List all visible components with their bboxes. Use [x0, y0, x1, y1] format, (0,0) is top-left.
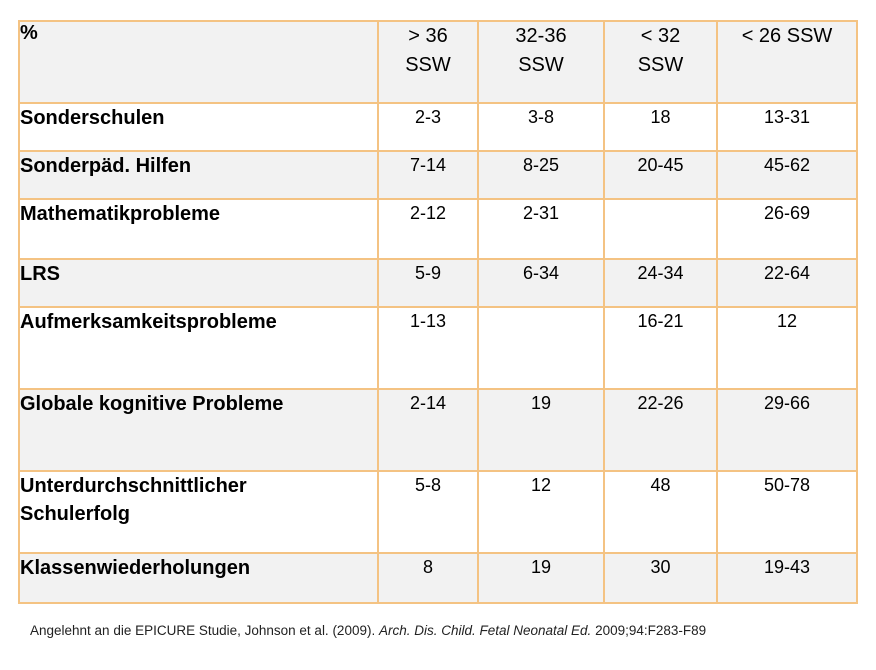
row-label-line1: LRS: [20, 263, 60, 285]
column-header: < 32 SSW: [603, 20, 718, 104]
row-label-line1: Aufmerksamkeitsprobleme: [20, 311, 277, 333]
table-cell: 29-66: [716, 388, 858, 472]
table-row: Sonderschulen 2-3 3-8 18 13-31: [18, 102, 858, 152]
table-row: LRS 5-9 6-34 24-34 22-64: [18, 258, 858, 308]
table-cell: 24-34: [603, 258, 718, 308]
table-cell: 16-21: [603, 306, 718, 390]
column-header: > 36 SSW: [377, 20, 479, 104]
row-label-line1: Klassenwiederholungen: [20, 557, 251, 579]
row-label: Aufmerksamkeitsprobleme: [18, 306, 379, 390]
table-cell: 5-8: [377, 470, 479, 554]
column-header: < 26 SSW: [716, 20, 858, 104]
table-cell: 22-26: [603, 388, 718, 472]
table-cell: 22-64: [716, 258, 858, 308]
table-cell: 6-34: [477, 258, 605, 308]
row-label-line1: Globale kognitive Probleme: [20, 393, 284, 415]
table-cell: 13-31: [716, 102, 858, 152]
table-cell: 3-8: [477, 102, 605, 152]
table-cell: 8-25: [477, 150, 605, 200]
table-row: Unterdurchschnittlicher Schulerfolg 5-8 1…: [18, 470, 858, 554]
table-cell: 2-31: [477, 198, 605, 260]
row-label-line1: Unterdurchschnittlicher: [20, 475, 247, 497]
row-label: LRS: [18, 258, 379, 308]
table-cell: 45-62: [716, 150, 858, 200]
table-cell: 26-69: [716, 198, 858, 260]
table-cell: 12: [716, 306, 858, 390]
table-row: Sonderpäd. Hilfen 7-14 8-25 20-45 45-62: [18, 150, 858, 200]
row-label: Sonderpäd. Hilfen: [18, 150, 379, 200]
citation-suffix: 2009;94:F283-F89: [591, 623, 707, 638]
citation-journal: Arch. Dis. Child. Fetal Neonatal Ed.: [378, 623, 592, 638]
column-header: 32-36 SSW: [477, 20, 605, 104]
table-cell: 12: [477, 470, 605, 554]
data-table: % > 36 SSW 32-36 SSW < 32 SSW < 26 SSW Sond…: [18, 20, 858, 604]
table-cell: 19-43: [716, 552, 858, 604]
row-label-line2: Schulerfolg: [20, 503, 131, 525]
table-cell: 2-14: [377, 388, 479, 472]
table-cell: 48: [603, 470, 718, 554]
column-header-line2: SSW: [518, 54, 564, 76]
column-header-line1: 32-36: [515, 25, 567, 47]
row-label: Unterdurchschnittlicher Schulerfolg: [18, 470, 379, 554]
row-label-line1: Mathematikprobleme: [20, 203, 221, 225]
table-cell: 50-78: [716, 470, 858, 554]
table-row: Klassenwiederholungen 8 19 30 19-43: [18, 552, 858, 604]
column-header-line1: > 36: [408, 25, 448, 47]
table-cell: 7-14: [377, 150, 479, 200]
table-cell: [603, 198, 718, 260]
table-cell: 5-9: [377, 258, 479, 308]
column-header-line2: SSW: [405, 54, 451, 76]
row-label-line1: Sonderpäd. Hilfen: [20, 155, 192, 177]
row-label: Klassenwiederholungen: [18, 552, 379, 604]
citation-prefix: Angelehnt an die EPICURE Studie, Johnson…: [30, 623, 379, 638]
table-row: Mathematikprobleme 2-12 2-31 26-69: [18, 198, 858, 260]
corner-label: %: [18, 20, 379, 104]
source-citation: Angelehnt an die EPICURE Studie, Johnson…: [30, 623, 706, 638]
column-header-line1: < 26 SSW: [741, 25, 833, 47]
row-label: Sonderschulen: [18, 102, 379, 152]
table-cell: 2-3: [377, 102, 479, 152]
table-row: Globale kognitive Probleme 2-14 19 22-26…: [18, 388, 858, 472]
row-label: Globale kognitive Probleme: [18, 388, 379, 472]
table-cell: [477, 306, 605, 390]
table-cell: 18: [603, 102, 718, 152]
table-cell: 19: [477, 388, 605, 472]
column-header-line1: < 32: [640, 25, 681, 47]
row-label: Mathematikprobleme: [18, 198, 379, 260]
table-cell: 30: [603, 552, 718, 604]
table-cell: 20-45: [603, 150, 718, 200]
table-cell: 19: [477, 552, 605, 604]
table-cell: 8: [377, 552, 479, 604]
column-header-line2: SSW: [637, 54, 684, 76]
header-row: % > 36 SSW 32-36 SSW < 32 SSW < 26 SSW: [18, 20, 858, 104]
row-label-line1: Sonderschulen: [20, 107, 165, 129]
table-cell: 1-13: [377, 306, 479, 390]
table-cell: 2-12: [377, 198, 479, 260]
table-row: Aufmerksamkeitsprobleme 1-13 16-21 12: [18, 306, 858, 390]
